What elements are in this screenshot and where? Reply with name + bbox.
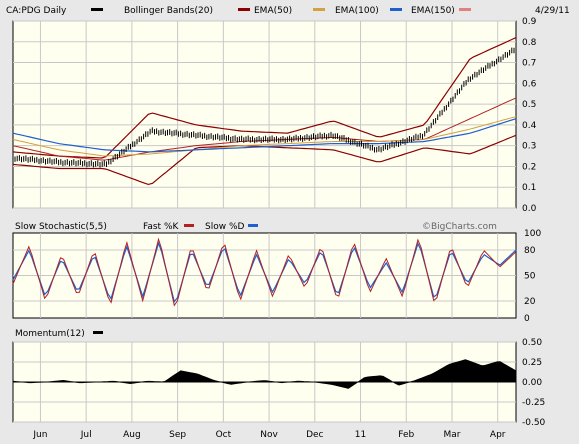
ema50-line [12, 97, 517, 161]
momentum-y-ticks: -0.50 -0.25 0.00 0.25 0.50 [522, 338, 546, 428]
momentum-y-tick: 0.50 [522, 338, 542, 348]
momentum-series [12, 359, 517, 389]
x-tick-label: Jul [80, 430, 92, 440]
x-axis-labels: Jun Jul Aug Sep Oct Nov Dec 11 Feb Mar Apr [32, 430, 505, 440]
ema150-line [12, 118, 517, 153]
x-tick-label: Dec [306, 430, 323, 440]
price-y-tick: 0.3 [522, 142, 536, 152]
fastk-line [12, 237, 517, 307]
x-tick-label: Mar [443, 430, 460, 440]
price-y-tick: 0.0 [522, 204, 537, 214]
legend-slowd-swatch [248, 224, 258, 227]
momentum-grid [13, 341, 516, 423]
price-y-tick: 0.8 [522, 38, 537, 48]
stoch-label: Slow Stochastic(5,5) [15, 222, 107, 232]
price-y-tick: 0.4 [522, 121, 537, 131]
momentum-y-tick: -0.25 [522, 398, 545, 408]
stoch-y-ticks: 0 20 50 80 100 [524, 229, 541, 324]
bollinger-upper-line [12, 37, 517, 159]
x-tick-label: Nov [260, 430, 278, 440]
header-ema150: EMA(150) [411, 6, 455, 16]
price-y-tick: 0.5 [522, 100, 536, 110]
stoch-y-tick: 20 [524, 297, 536, 307]
legend-ema100-swatch [390, 8, 402, 11]
price-panel [12, 20, 517, 209]
header-bollinger: Bollinger Bands(20) [124, 6, 213, 16]
price-y-tick: 0.2 [522, 162, 536, 172]
momentum-y-tick: -0.50 [522, 418, 546, 428]
x-tick-label: Jun [32, 430, 47, 440]
price-y-tick: 0.9 [522, 17, 537, 27]
header-symbol: CA:PDG Daily [6, 6, 67, 16]
legend-bollinger-swatch [238, 8, 250, 11]
x-tick-label: 11 [355, 430, 366, 440]
stoch-fast-label: Fast %K [143, 222, 179, 232]
header-ema100: EMA(100) [335, 6, 379, 16]
watermark: ©BigCharts.com [422, 222, 497, 232]
legend-price-swatch [91, 8, 103, 11]
momentum-y-tick: 0.25 [522, 358, 542, 368]
stoch-grid [13, 233, 516, 318]
x-tick-label: Sep [169, 430, 186, 440]
price-y-tick: 0.1 [522, 183, 536, 193]
stoch-slow-label: Slow %D [205, 222, 244, 232]
x-tick-label: Apr [490, 430, 506, 440]
x-tick-label: Feb [398, 430, 414, 440]
price-y-tick: 0.6 [522, 79, 537, 89]
x-tick-label: Oct [216, 430, 232, 440]
stoch-y-tick: 0 [524, 314, 530, 324]
header-date: 4/29/11 [535, 6, 570, 16]
price-series [12, 37, 517, 186]
legend-momentum-swatch [93, 331, 103, 334]
stoch-y-tick: 100 [524, 229, 541, 239]
stoch-y-tick: 50 [524, 272, 536, 282]
legend-fastk-swatch [184, 224, 194, 227]
stoch-y-tick: 80 [524, 246, 536, 256]
x-tick-label: Aug [123, 430, 141, 440]
legend-ema150-swatch [459, 8, 471, 11]
ema100-line [12, 116, 517, 157]
price-y-tick: 0.7 [522, 59, 536, 69]
stoch-series [12, 237, 517, 307]
price-y-ticks: 0.0 0.1 0.2 0.3 0.4 0.5 0.6 0.7 0.8 0.9 [522, 17, 537, 214]
momentum-y-tick: 0.00 [522, 378, 542, 388]
legend-ema50-swatch [313, 8, 325, 11]
header-ema50: EMA(50) [254, 6, 292, 16]
price-grid [13, 20, 516, 209]
momentum-label: Momentum(12) [15, 329, 85, 339]
